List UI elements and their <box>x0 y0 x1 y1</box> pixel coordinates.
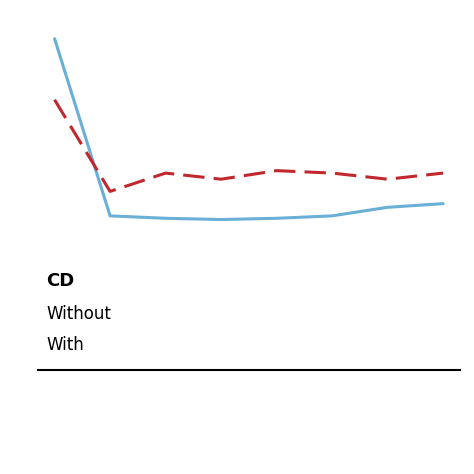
Text: Without: Without <box>46 305 111 323</box>
Text: With: With <box>46 337 84 355</box>
Text: CD: CD <box>46 272 74 290</box>
